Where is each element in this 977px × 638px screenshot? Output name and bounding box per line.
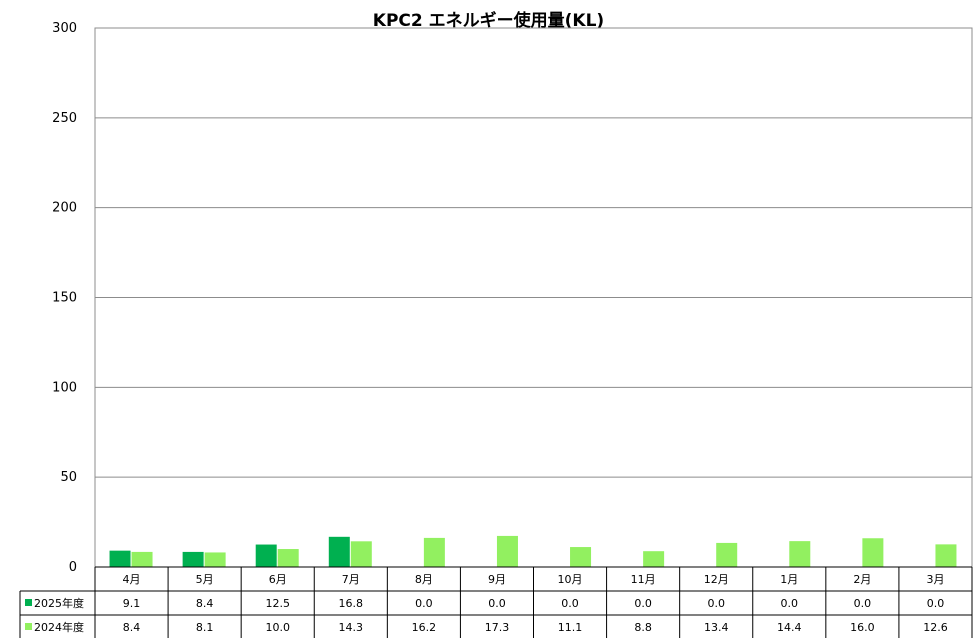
data-label: 8.1 xyxy=(196,621,214,634)
y-tick-label: 100 xyxy=(52,380,77,395)
data-label: 16.8 xyxy=(339,597,364,610)
x-tick-label: 8月 xyxy=(415,573,433,586)
bar-series2 xyxy=(350,541,372,567)
data-label: 14.3 xyxy=(339,621,364,634)
x-tick-label: 9月 xyxy=(488,573,506,586)
x-tick-label: 10月 xyxy=(558,573,583,586)
y-tick-label: 50 xyxy=(60,470,77,485)
bar-series2 xyxy=(570,547,592,567)
x-tick-label: 6月 xyxy=(269,573,287,586)
data-label: 8.4 xyxy=(196,597,214,610)
bar-series2 xyxy=(131,551,153,567)
data-label: 16.2 xyxy=(412,621,437,634)
bar-series2 xyxy=(935,544,957,567)
data-label: 8.4 xyxy=(123,621,141,634)
data-label: 8.8 xyxy=(634,621,652,634)
data-label: 9.1 xyxy=(123,597,141,610)
legend-label: 2024年度 xyxy=(34,620,84,634)
legend-key xyxy=(25,599,32,606)
x-tick-label: 4月 xyxy=(123,573,141,586)
x-tick-label: 1月 xyxy=(780,573,798,586)
data-label: 0.0 xyxy=(781,597,799,610)
bar-series2 xyxy=(277,549,299,567)
x-tick-label: 7月 xyxy=(342,573,360,586)
legend-key xyxy=(25,623,32,630)
chart-title: KPC2 エネルギー使用量(KL) xyxy=(372,11,605,31)
data-label: 13.4 xyxy=(704,621,729,634)
data-label: 12.5 xyxy=(265,597,290,610)
legend-label: 2025年度 xyxy=(34,596,84,610)
data-label: 0.0 xyxy=(927,597,945,610)
data-label: 0.0 xyxy=(488,597,506,610)
data-label: 10.0 xyxy=(265,621,290,634)
x-tick-label: 3月 xyxy=(926,573,944,586)
bar-series2 xyxy=(496,535,518,567)
data-label: 0.0 xyxy=(415,597,433,610)
bar-series2 xyxy=(862,538,884,567)
y-tick-label: 150 xyxy=(52,291,77,306)
bar-series2 xyxy=(423,537,445,567)
bar-series2 xyxy=(204,552,226,567)
bar-series1 xyxy=(182,551,204,567)
data-label: 0.0 xyxy=(707,597,725,610)
data-label: 11.1 xyxy=(558,621,583,634)
x-tick-label: 2月 xyxy=(853,573,871,586)
bar-series1 xyxy=(328,536,350,567)
x-tick-label: 12月 xyxy=(704,573,729,586)
y-tick-label: 300 xyxy=(52,21,77,36)
bar-series1 xyxy=(109,550,131,567)
bar-series1 xyxy=(255,544,277,567)
data-label: 14.4 xyxy=(777,621,802,634)
data-label: 16.0 xyxy=(850,621,875,634)
x-tick-label: 11月 xyxy=(631,573,656,586)
data-label: 0.0 xyxy=(634,597,652,610)
y-tick-label: 0 xyxy=(69,560,77,575)
data-label: 12.6 xyxy=(923,621,948,634)
data-label: 0.0 xyxy=(561,597,579,610)
x-tick-label: 5月 xyxy=(196,573,214,586)
data-label: 17.3 xyxy=(485,621,510,634)
bar-series2 xyxy=(789,541,811,567)
y-tick-label: 200 xyxy=(52,201,77,216)
bar-series2 xyxy=(716,542,738,567)
bar-series2 xyxy=(643,551,665,567)
data-label: 0.0 xyxy=(854,597,872,610)
y-tick-label: 250 xyxy=(52,111,77,126)
